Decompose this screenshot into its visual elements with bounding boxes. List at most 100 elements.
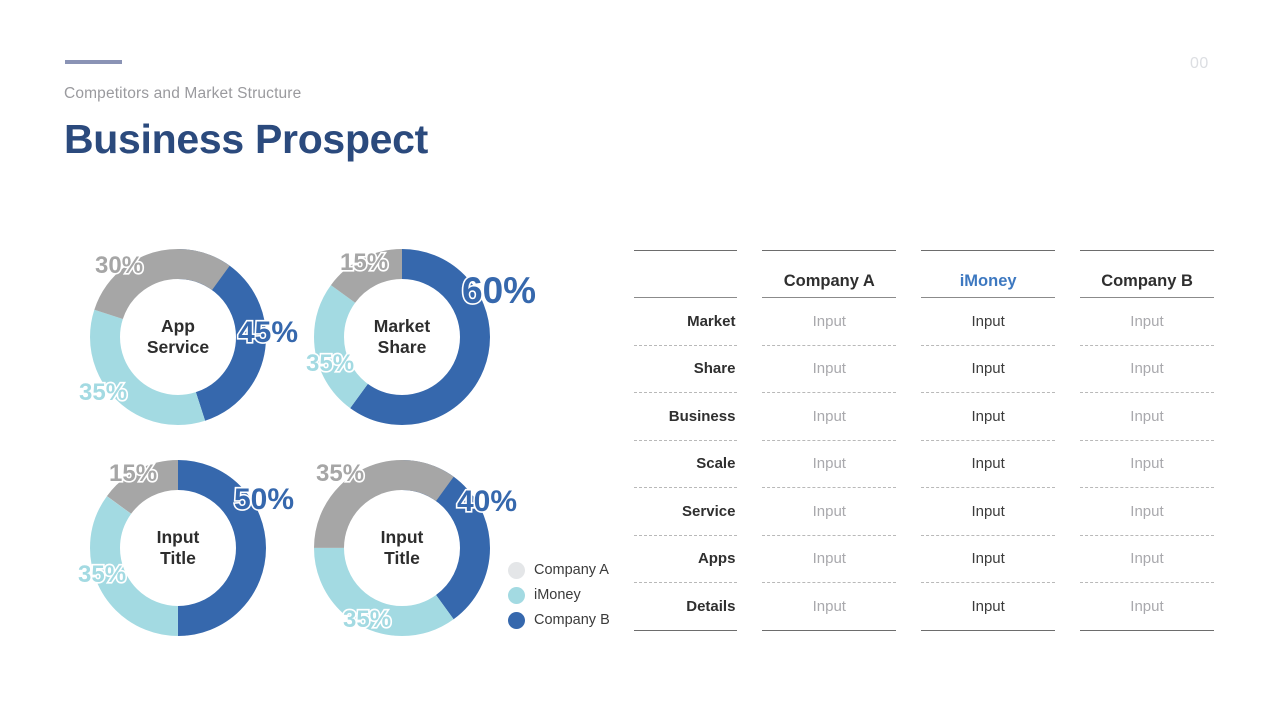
table-cell-details-imoney[interactable]: Input: [921, 583, 1056, 631]
table-cell-business-company-a[interactable]: Input: [762, 393, 897, 441]
table-cell-gap: [896, 583, 921, 631]
table-row[interactable]: Scale Input Input Input: [634, 441, 1214, 489]
table-header-label-imoney: iMoney: [959, 272, 1017, 290]
table-cell-gap: [1055, 346, 1080, 394]
table-cell-scale-imoney[interactable]: Input: [921, 441, 1056, 488]
legend-item-company-b[interactable]: Company B: [508, 608, 610, 632]
table-cell-gap: [737, 346, 762, 394]
donut-chart-input-title-2[interactable]: Input Title 40% 35% 35%: [302, 448, 519, 648]
table-cell-gap: [737, 298, 762, 346]
donut-2-value-imoney: 35%: [304, 348, 355, 378]
table-header-label-company-b: Company B: [1101, 272, 1193, 290]
cell-value-text: Input: [812, 407, 846, 425]
table-row[interactable]: Market Input Input Input: [634, 298, 1214, 346]
legend-swatch-imoney-icon: [508, 586, 525, 604]
legend-item-imoney[interactable]: iMoney: [508, 583, 610, 607]
table-row[interactable]: Business Input Input Input: [634, 393, 1214, 441]
legend-label-company-b: Company B: [534, 612, 610, 628]
table-header-imoney: iMoney: [921, 250, 1056, 298]
table-header-company-b: Company B: [1080, 250, 1215, 298]
table-cell-gap: [737, 441, 762, 489]
page-title: Business Prospect: [64, 116, 429, 162]
donut-1-value-company-a: 30%: [93, 250, 144, 280]
table-cell-gap: [1055, 298, 1080, 346]
donut-chart-market-share[interactable]: Market Share 60% 35% 15%: [302, 237, 538, 437]
donut-svg-1: [90, 249, 266, 425]
chart-legend: Company A iMoney Company B: [508, 558, 610, 633]
table-cell-apps-imoney[interactable]: Input: [921, 536, 1056, 583]
table-cell-details-company-a[interactable]: Input: [762, 583, 897, 631]
table-cell-gap: [896, 298, 921, 346]
accent-bar: [65, 60, 122, 64]
cell-value-text: Input: [1130, 360, 1164, 378]
cell-value-text: Input: [971, 455, 1005, 473]
table-cell-business-company-b[interactable]: Input: [1080, 393, 1214, 441]
table-cell-gap: [1055, 441, 1080, 489]
donut-1-value-imoney: 35%: [77, 377, 128, 407]
table-row-label-service: Service: [634, 488, 738, 536]
cell-value-text: Input: [1130, 407, 1164, 425]
cell-value-text: Input: [971, 360, 1005, 378]
table-header-label-company-a: Company A: [783, 272, 875, 290]
donut-2-value-company-b: 60%: [460, 268, 537, 312]
legend-item-company-a[interactable]: Company A: [508, 558, 610, 582]
row-label-text: Share: [693, 360, 736, 378]
table-cell-share-company-a[interactable]: Input: [762, 346, 897, 393]
table-cell-apps-company-b[interactable]: Input: [1080, 536, 1214, 583]
cell-value-text: Input: [971, 597, 1005, 615]
donut-svg-3: [90, 460, 266, 636]
table-row-label-share: Share: [634, 346, 738, 393]
donut-1-value-company-b: 45%: [236, 314, 299, 350]
table-row-label-apps: Apps: [634, 536, 738, 583]
cell-value-text: Input: [812, 360, 846, 378]
cell-value-text: Input: [971, 502, 1005, 520]
table-cell-gap: [737, 488, 762, 536]
donut-chart-input-title-1[interactable]: Input Title 50% 35% 15%: [76, 448, 296, 648]
table-cell-market-imoney[interactable]: Input: [921, 298, 1056, 346]
table-cell-service-company-a[interactable]: Input: [762, 488, 897, 536]
row-label-text: Scale: [696, 455, 736, 473]
legend-label-imoney: iMoney: [534, 587, 581, 603]
table-cell-gap: [896, 393, 921, 441]
table-cell-service-imoney[interactable]: Input: [921, 488, 1056, 536]
table-cell-gap: [896, 346, 921, 394]
table-row[interactable]: Apps Input Input Input: [634, 536, 1214, 584]
table-cell-share-imoney[interactable]: Input: [921, 346, 1056, 393]
table-cell-gap: [737, 393, 762, 441]
table-cell-scale-company-b[interactable]: Input: [1080, 441, 1214, 488]
table-cell-details-company-b[interactable]: Input: [1080, 583, 1214, 631]
cell-value-text: Input: [971, 407, 1005, 425]
table-cell-gap: [1055, 488, 1080, 536]
table-row-label-market: Market: [634, 298, 738, 346]
donut-2-value-company-a: 15%: [338, 247, 389, 277]
cell-value-text: Input: [812, 455, 846, 473]
comparison-table: Company A iMoney Company B Market Input: [634, 250, 1215, 631]
table-cell-scale-company-a[interactable]: Input: [762, 441, 897, 488]
slide-eyebrow: Competitors and Market Structure: [64, 85, 302, 102]
table-cell-market-company-a[interactable]: Input: [762, 298, 897, 346]
legend-label-company-a: Company A: [534, 562, 609, 578]
cell-value-text: Input: [1130, 502, 1164, 520]
table-row-label-details: Details: [634, 583, 738, 631]
table-cell-apps-company-a[interactable]: Input: [762, 536, 897, 583]
table-cell-gap: [737, 583, 762, 631]
donut-svg-4: [314, 460, 490, 636]
table-row[interactable]: Service Input Input Input: [634, 488, 1214, 536]
table-cell-gap: [896, 441, 921, 489]
table-row[interactable]: Share Input Input Input: [634, 346, 1214, 394]
table-header-corner: [634, 250, 738, 298]
cell-value-text: Input: [812, 597, 846, 615]
table-cell-service-company-b[interactable]: Input: [1080, 488, 1214, 536]
cell-value-text: Input: [1130, 312, 1164, 330]
row-label-text: Details: [686, 597, 736, 615]
table-cell-gap: [737, 536, 762, 584]
donut-chart-app-service[interactable]: App Service 45% 35% 30%: [77, 237, 300, 437]
table-header-company-a: Company A: [762, 250, 897, 298]
table-cell-market-company-b[interactable]: Input: [1080, 298, 1214, 346]
table-header-gap-2: [896, 250, 921, 298]
table-row[interactable]: Details Input Input Input: [634, 583, 1214, 631]
legend-swatch-company-a-icon: [508, 561, 525, 579]
table-cell-share-company-b[interactable]: Input: [1080, 346, 1214, 393]
table-cell-business-imoney[interactable]: Input: [921, 393, 1056, 441]
